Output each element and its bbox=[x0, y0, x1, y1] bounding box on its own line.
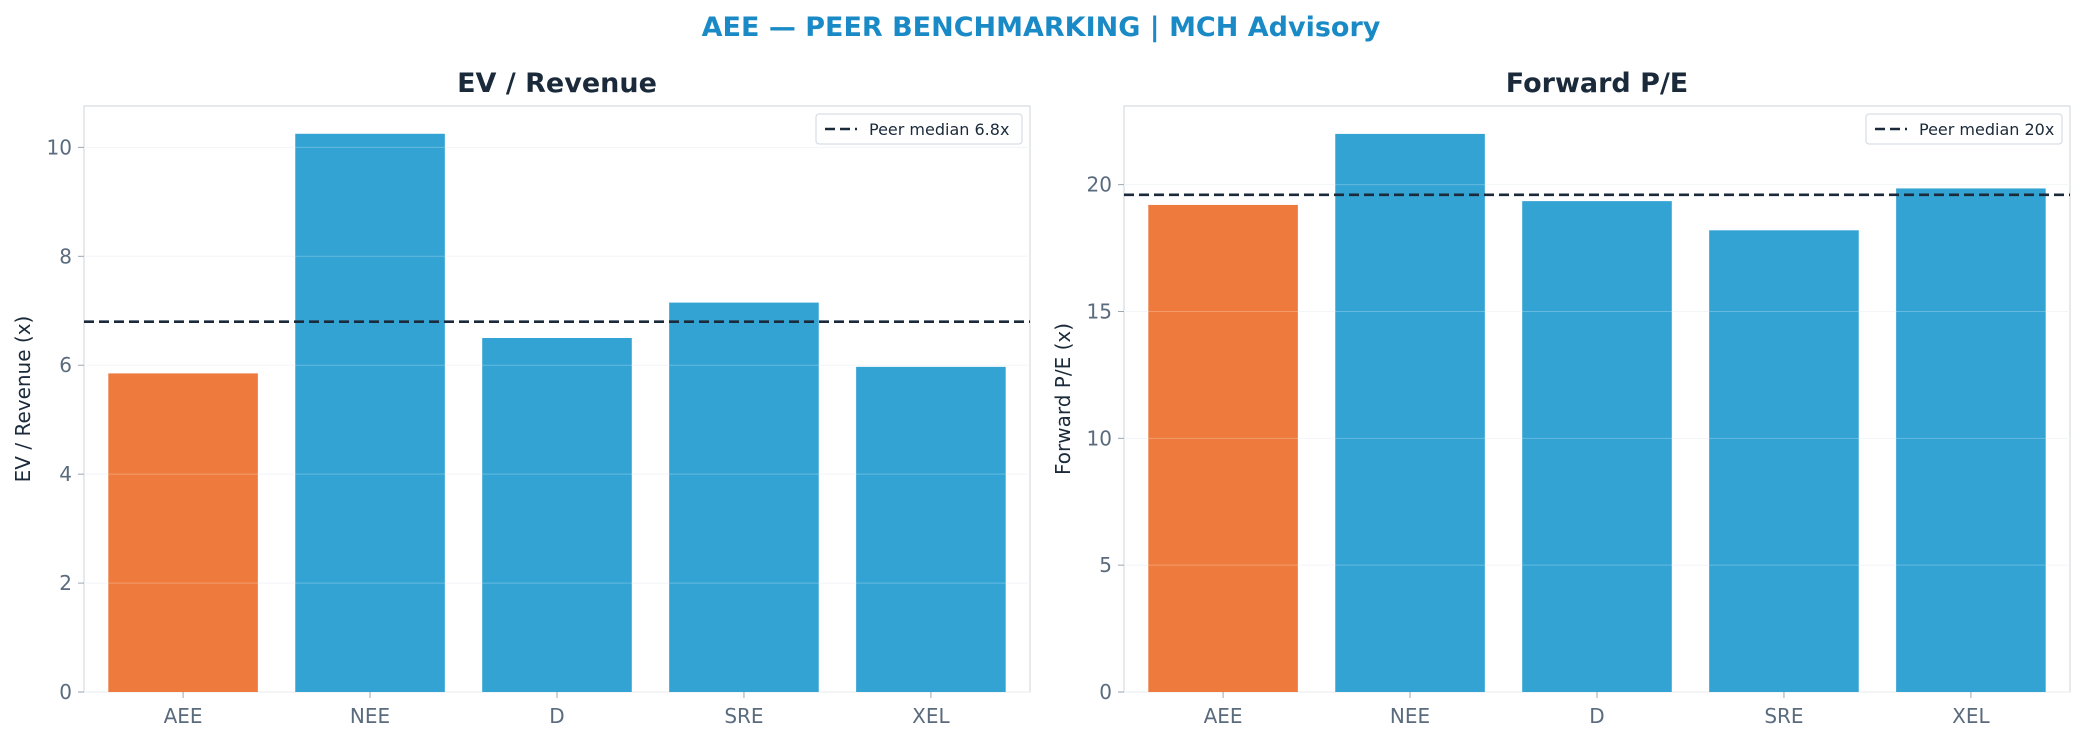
y-axis-label: EV / Revenue (x) bbox=[11, 316, 35, 483]
y-tick-label: 15 bbox=[1087, 299, 1112, 323]
chart-title: Forward P/E bbox=[1506, 68, 1689, 99]
bar-xel bbox=[856, 366, 1006, 692]
x-tick-label: AEE bbox=[164, 704, 203, 728]
y-tick-label: 6 bbox=[59, 353, 72, 377]
bar-nee bbox=[295, 133, 445, 692]
bar-aee bbox=[1148, 204, 1298, 692]
figure-title: AEE — PEER BENCHMARKING | MCH Advisory bbox=[702, 12, 1381, 43]
y-axis-label: Forward P/E (x) bbox=[1051, 323, 1075, 475]
y-tick-label: 5 bbox=[1099, 553, 1112, 577]
y-tick-label: 10 bbox=[1087, 426, 1112, 450]
legend-label: Peer median 6.8x bbox=[869, 120, 1009, 139]
y-tick-label: 4 bbox=[59, 462, 72, 486]
y-tick-label: 0 bbox=[1099, 680, 1112, 704]
y-tick-label: 20 bbox=[1087, 173, 1112, 197]
chart-panel-2: 0 5 10 15 20 AEE NEE D SRE XEL Forward P/E Forward … bbox=[1051, 68, 2071, 728]
bar-sre bbox=[669, 302, 819, 692]
y-tick-label: 10 bbox=[47, 135, 72, 159]
x-tick-label: D bbox=[1589, 704, 1604, 728]
y-tick-label: 8 bbox=[59, 244, 72, 268]
x-tick-label: SRE bbox=[724, 704, 763, 728]
chart-title: EV / Revenue bbox=[457, 68, 657, 99]
bar-xel bbox=[1896, 188, 2046, 692]
x-tick-label: AEE bbox=[1204, 704, 1243, 728]
legend-box bbox=[815, 113, 1023, 145]
bar-d bbox=[1522, 201, 1672, 692]
legend-box bbox=[1865, 113, 2063, 145]
chart-panel-1: 0 2 4 6 8 10 AEE NEE D SRE XEL EV / Revenue EV / Rev… bbox=[11, 68, 1031, 728]
bar-aee bbox=[108, 373, 258, 692]
x-tick-label: D bbox=[549, 704, 564, 728]
x-tick-label: SRE bbox=[1764, 704, 1803, 728]
bar-nee bbox=[1335, 133, 1485, 692]
bar-sre bbox=[1709, 230, 1859, 692]
legend-label: Peer median 20x bbox=[1919, 120, 2054, 139]
y-tick-label: 0 bbox=[59, 680, 72, 704]
x-tick-label: XEL bbox=[1952, 704, 1990, 728]
bar-d bbox=[482, 338, 632, 692]
x-tick-label: NEE bbox=[1390, 704, 1430, 728]
y-tick-label: 2 bbox=[59, 571, 72, 595]
x-tick-label: XEL bbox=[912, 704, 950, 728]
x-tick-label: NEE bbox=[350, 704, 390, 728]
